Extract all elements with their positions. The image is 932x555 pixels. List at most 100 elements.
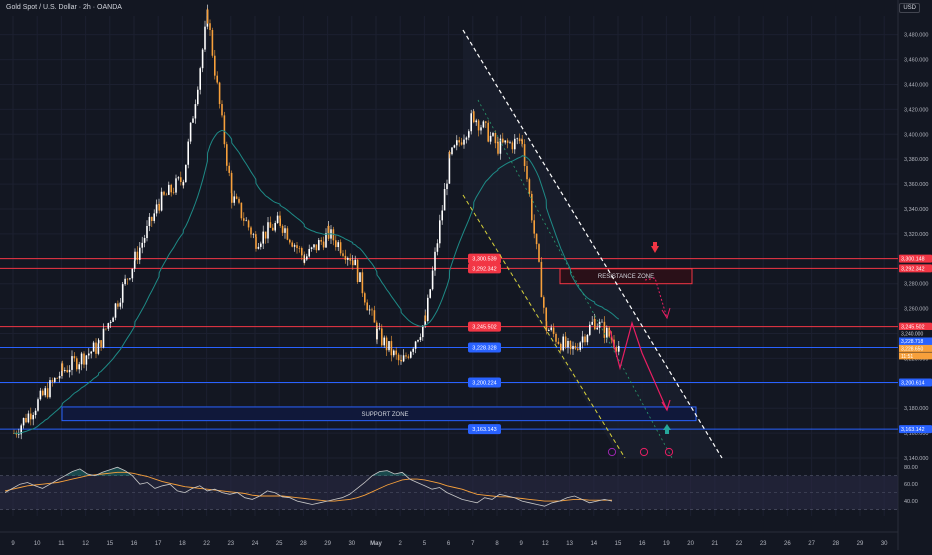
candle-body	[243, 218, 245, 221]
x-tick-label: 12	[542, 541, 549, 547]
candle-body	[281, 225, 284, 233]
candle-body	[344, 255, 347, 260]
candle-body	[291, 242, 293, 247]
candle-body	[66, 370, 68, 373]
candle-body	[572, 345, 574, 350]
candle-body	[514, 138, 516, 150]
candle-body	[550, 327, 552, 330]
x-tick-label: May	[370, 541, 382, 547]
candle-body	[163, 191, 165, 195]
candle-body	[601, 321, 603, 323]
candle-body	[555, 333, 557, 342]
candle-body	[468, 131, 470, 138]
candle-body	[141, 242, 143, 248]
candle-body	[417, 340, 419, 342]
candle-body	[368, 309, 371, 311]
candle-body	[146, 225, 148, 239]
candle-body	[577, 348, 579, 350]
candle-body	[569, 344, 572, 350]
x-tick-label: 21	[711, 541, 718, 547]
candle-body	[102, 328, 105, 348]
candle-body	[463, 139, 465, 145]
candle-body	[545, 307, 547, 322]
candle-body	[56, 377, 58, 379]
candle-body	[230, 172, 233, 194]
price-axis-level-label: 3,245.502	[901, 325, 925, 331]
candle-body	[579, 342, 581, 350]
candle-body	[39, 390, 42, 400]
candle-body	[477, 120, 480, 131]
candle-body	[158, 204, 160, 211]
x-tick-label: 15	[615, 541, 622, 547]
level-tag-box	[468, 253, 501, 264]
candle-body	[393, 350, 395, 356]
candle-body	[15, 433, 18, 435]
candle-body	[262, 231, 264, 244]
x-tick-label: 28	[832, 541, 839, 547]
last-price-label: 11:51	[901, 354, 913, 360]
candle-body	[25, 418, 27, 423]
support-zone	[61, 406, 697, 422]
buy-arrow-stem	[665, 430, 669, 434]
level-tag-box	[468, 321, 501, 332]
candle-body	[526, 166, 528, 180]
candle-body	[567, 340, 569, 348]
level-tag-label: 3,300.539	[472, 257, 496, 263]
candle-body	[279, 215, 281, 219]
candle-body	[339, 242, 342, 254]
candle-body	[34, 410, 37, 416]
candle-body	[160, 191, 163, 211]
x-tick-label: 25	[276, 541, 283, 547]
candle-body	[342, 253, 344, 256]
event-marker-icon	[664, 447, 674, 457]
x-tick-label: 12	[82, 541, 89, 547]
candle-body	[180, 177, 182, 182]
candle-body	[223, 115, 226, 145]
last-price-box	[899, 344, 932, 352]
candle-body	[405, 355, 407, 357]
level-tag-box	[468, 342, 501, 353]
candle-body	[71, 356, 73, 370]
candle-body	[269, 222, 272, 228]
y-tick-label: 3,260.000	[904, 307, 928, 313]
candle-body	[327, 225, 330, 239]
candle-body	[143, 238, 146, 243]
candle-body	[322, 241, 325, 248]
candle-body	[489, 135, 492, 142]
candle-body	[482, 121, 485, 128]
candle-body	[557, 341, 560, 344]
candle-body	[506, 140, 509, 143]
candle-body	[170, 184, 172, 193]
candle-body	[456, 140, 458, 146]
candle-body	[373, 310, 376, 323]
currency-button[interactable]: USD	[899, 3, 920, 13]
candle-body	[511, 142, 514, 150]
candle-body	[206, 9, 209, 24]
candle-body	[37, 399, 39, 411]
candle-body	[465, 137, 468, 140]
candle-body	[458, 140, 460, 143]
y-tick-label: 3,440.000	[904, 82, 928, 88]
x-tick-label: 6	[447, 541, 451, 547]
sell-arrow-icon	[651, 246, 659, 253]
x-tick-label: 27	[808, 541, 815, 547]
candle-body	[356, 259, 359, 283]
candle-body	[189, 122, 192, 142]
candle-body	[44, 388, 46, 396]
candle-body	[552, 327, 555, 334]
candle-body	[199, 68, 201, 90]
candle-body	[155, 204, 158, 214]
candle-body	[427, 297, 429, 322]
candle-body	[293, 245, 296, 247]
candle-body	[274, 223, 276, 231]
candle-body	[114, 303, 117, 318]
candle-body	[226, 144, 228, 166]
candle-body	[564, 336, 567, 348]
candle-body	[228, 165, 230, 173]
candle-body	[298, 248, 301, 249]
candle-body	[201, 49, 204, 69]
x-tick-label: 19	[663, 541, 670, 547]
candle-body	[509, 142, 511, 144]
